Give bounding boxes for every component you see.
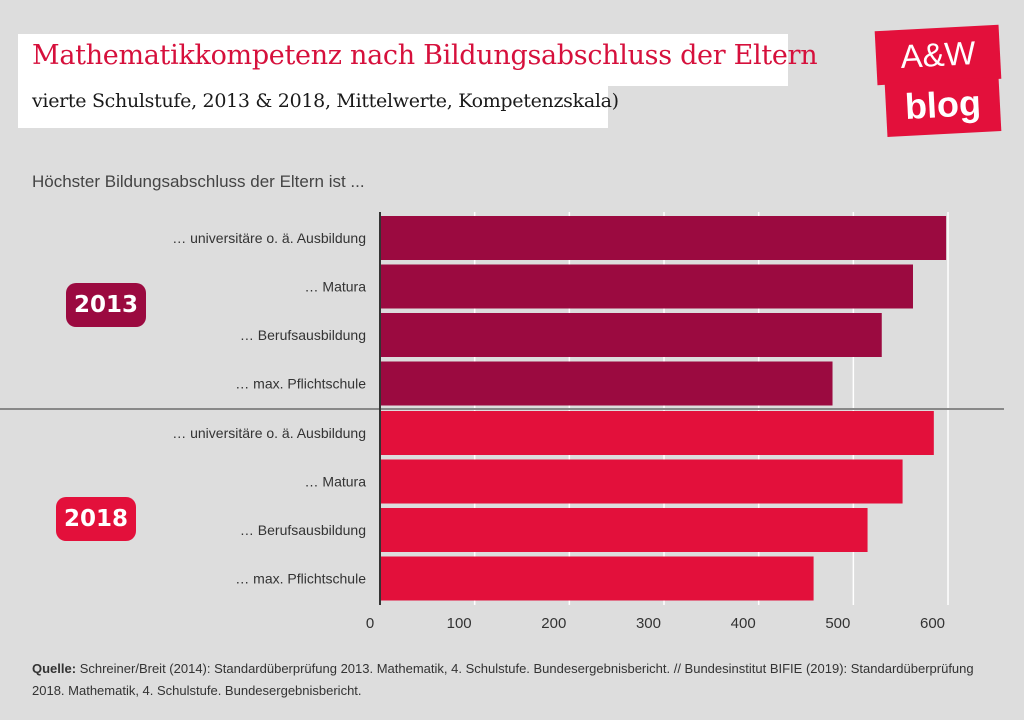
bar-2018-2 [380, 508, 868, 552]
bar-2013-3 [380, 361, 833, 406]
category-label-2018-1: … Matura [305, 474, 367, 490]
category-label-2013-0: … universitäre o. ä. Ausbildung [172, 230, 366, 246]
bar-2013-1 [380, 264, 913, 309]
source-label: Quelle: [32, 661, 77, 676]
x-tick-label-100: 100 [447, 615, 472, 632]
bar-2018-1 [380, 459, 903, 504]
x-tick-label-600: 600 [920, 615, 945, 632]
bar-2013-0 [380, 216, 947, 260]
x-tick-label-400: 400 [731, 615, 756, 632]
subtitle-background [18, 84, 608, 128]
category-label-2013-3: … max. Pflichtschule [235, 376, 366, 392]
chart-title: Mathematikkompetenz nach Bildungsabschlu… [32, 40, 818, 71]
title-background [18, 34, 788, 86]
source-note: Quelle: Schreiner/Breit (2014): Standard… [32, 658, 992, 702]
category-label-2013-2: … Berufsausbildung [240, 327, 366, 343]
category-label-2018-3: … max. Pflichtschule [235, 571, 366, 587]
source-text: Schreiner/Breit (2014): Standardüberprüf… [32, 661, 974, 698]
category-label-2018-0: … universitäre o. ä. Ausbildung [172, 425, 366, 441]
chart-subtitle: vierte Schulstufe, 2013 & 2018, Mittelwe… [32, 90, 619, 112]
x-tick-label-500: 500 [825, 615, 850, 632]
bar-2013-2 [380, 313, 882, 357]
x-tick-label-0: 0 [366, 615, 374, 632]
x-tick-label-300: 300 [636, 615, 661, 632]
bar-2018-3 [380, 556, 814, 601]
x-tick-label-200: 200 [541, 615, 566, 632]
category-label-2013-1: … Matura [305, 279, 367, 295]
bar-2018-0 [380, 411, 934, 455]
badge-2018: 2018 [56, 497, 136, 541]
category-label-2018-2: … Berufsausbildung [240, 522, 366, 538]
intro-text: Höchster Bildungsabschluss der Eltern is… [32, 172, 365, 191]
badge-2013: 2013 [66, 283, 146, 327]
